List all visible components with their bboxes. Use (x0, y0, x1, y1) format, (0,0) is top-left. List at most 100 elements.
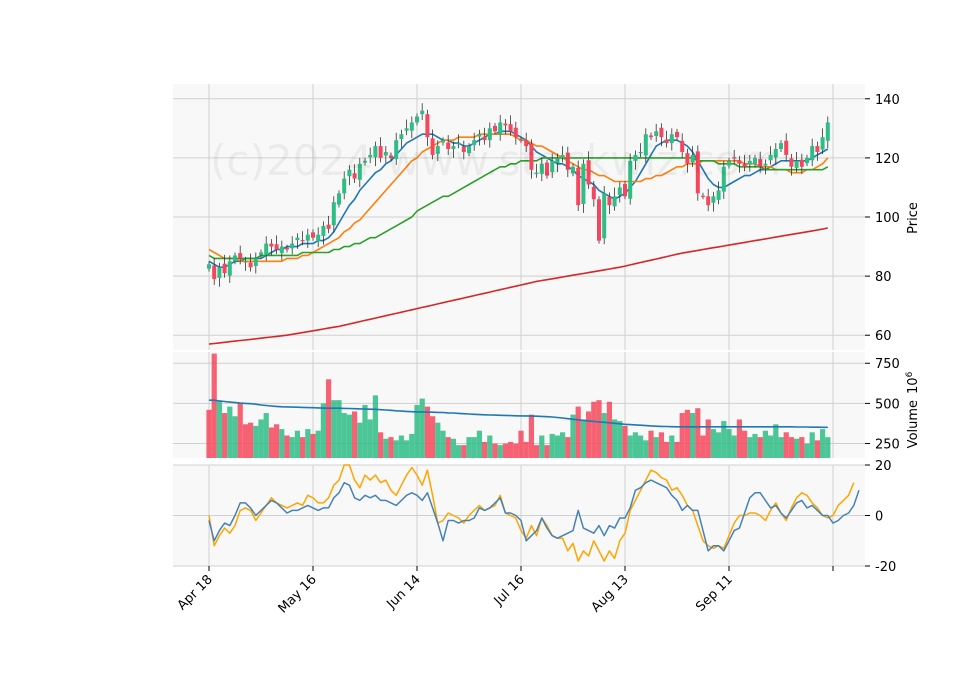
volume-bar (253, 425, 259, 458)
price-ytick-label: 60 (875, 329, 892, 344)
volume-bar (773, 424, 779, 458)
oscillator-ytick-label: -20 (875, 560, 896, 575)
volume-bar (466, 437, 472, 458)
volume-bar (580, 419, 586, 458)
volume-bar (357, 422, 363, 458)
candle-body (227, 261, 232, 276)
volume-bar (534, 445, 540, 458)
candle-body (820, 137, 825, 150)
volume-bar (679, 413, 685, 458)
candle-body (643, 134, 648, 156)
volume-bar (216, 400, 222, 458)
volume-bar (211, 353, 217, 458)
candle-body (337, 193, 341, 205)
volume-bar (726, 429, 732, 458)
x-tick-label: Apr 18 (175, 572, 216, 613)
candle-body (269, 243, 274, 247)
volume-bar (279, 429, 285, 458)
price-ytick-label: 80 (875, 270, 892, 285)
volume-bar (414, 405, 420, 458)
volume-bar (804, 443, 810, 458)
volume-axis-label-text: Volume (906, 400, 921, 448)
volume-bar (346, 414, 352, 458)
candle-body (295, 237, 300, 241)
price-ytick-label: 140 (875, 93, 900, 108)
candle-body (347, 169, 352, 177)
volume-bar (565, 437, 571, 458)
volume-bar (404, 440, 410, 458)
volume-bar (445, 437, 451, 458)
volume-bar (575, 406, 581, 458)
candle-body (238, 253, 243, 259)
candle-body (259, 252, 263, 255)
candle-body (383, 151, 388, 156)
candle-body (435, 146, 440, 154)
candle-body (617, 187, 622, 196)
candle-body (368, 154, 373, 158)
candle-body (742, 163, 747, 167)
volume-bar (674, 441, 680, 458)
candle-body (248, 262, 253, 268)
candle-body (815, 146, 820, 152)
volume-bar (762, 430, 768, 458)
candle-body (732, 157, 737, 159)
candle-body (591, 186, 596, 200)
volume-bar (716, 432, 722, 458)
candle-body (222, 263, 227, 274)
candle-body (482, 136, 487, 141)
candle-body (487, 128, 492, 141)
watermark: (c)2024 www.stockwiz.com (210, 136, 781, 185)
volume-bar (617, 421, 623, 458)
candle-body (300, 240, 305, 242)
volume-bar (638, 435, 644, 458)
volume-axis-exponent-base: 10 (906, 377, 921, 394)
candle-body (685, 153, 690, 164)
volume-bar (372, 395, 378, 458)
candle-body (805, 157, 809, 164)
candle-body (274, 244, 279, 250)
candle-body (243, 261, 248, 263)
volume-bar (294, 430, 300, 458)
candle-body (675, 131, 679, 138)
candle-body (373, 146, 378, 158)
oscillator-fast-line (208, 479, 860, 552)
candle-body (768, 154, 773, 161)
candle-body (607, 196, 612, 206)
volume-bar (237, 403, 243, 458)
moving-average-line (208, 157, 829, 260)
volume-bar (778, 437, 784, 458)
volume-ytick-label: 500 (875, 397, 900, 412)
candle-body (513, 127, 518, 138)
x-tick-label: Aug 13 (589, 572, 632, 615)
candle-body (456, 143, 461, 145)
candle-body (628, 160, 633, 199)
candle-body (701, 195, 705, 197)
candle-body (664, 139, 669, 144)
candle-body (711, 196, 716, 203)
volume-bar (508, 441, 514, 458)
volume-bar (424, 406, 430, 458)
volume-bar (502, 443, 508, 458)
candle-body (649, 135, 653, 138)
candle-body (451, 146, 456, 150)
volume-bar (700, 435, 706, 458)
volume-bar (627, 435, 633, 458)
volume-bar (752, 433, 758, 458)
candle-body (763, 163, 768, 166)
volume-bar (539, 435, 545, 458)
candle-body (539, 163, 544, 174)
candle-body (586, 160, 591, 185)
candle-body (810, 146, 815, 161)
volume-bar (653, 437, 659, 458)
candle-body (477, 134, 482, 137)
volume-bar (684, 409, 690, 458)
volume-panel: 250 500 750 (173, 352, 900, 458)
volume-bar (513, 443, 519, 458)
volume-bar (341, 413, 347, 458)
oscillator-slow-line (208, 464, 855, 562)
candle-body (467, 146, 471, 154)
oscillator-panel: -20 0 20 (173, 459, 896, 575)
candle-body (461, 146, 466, 152)
volume-bar (300, 437, 306, 458)
volume-bar (393, 440, 399, 458)
